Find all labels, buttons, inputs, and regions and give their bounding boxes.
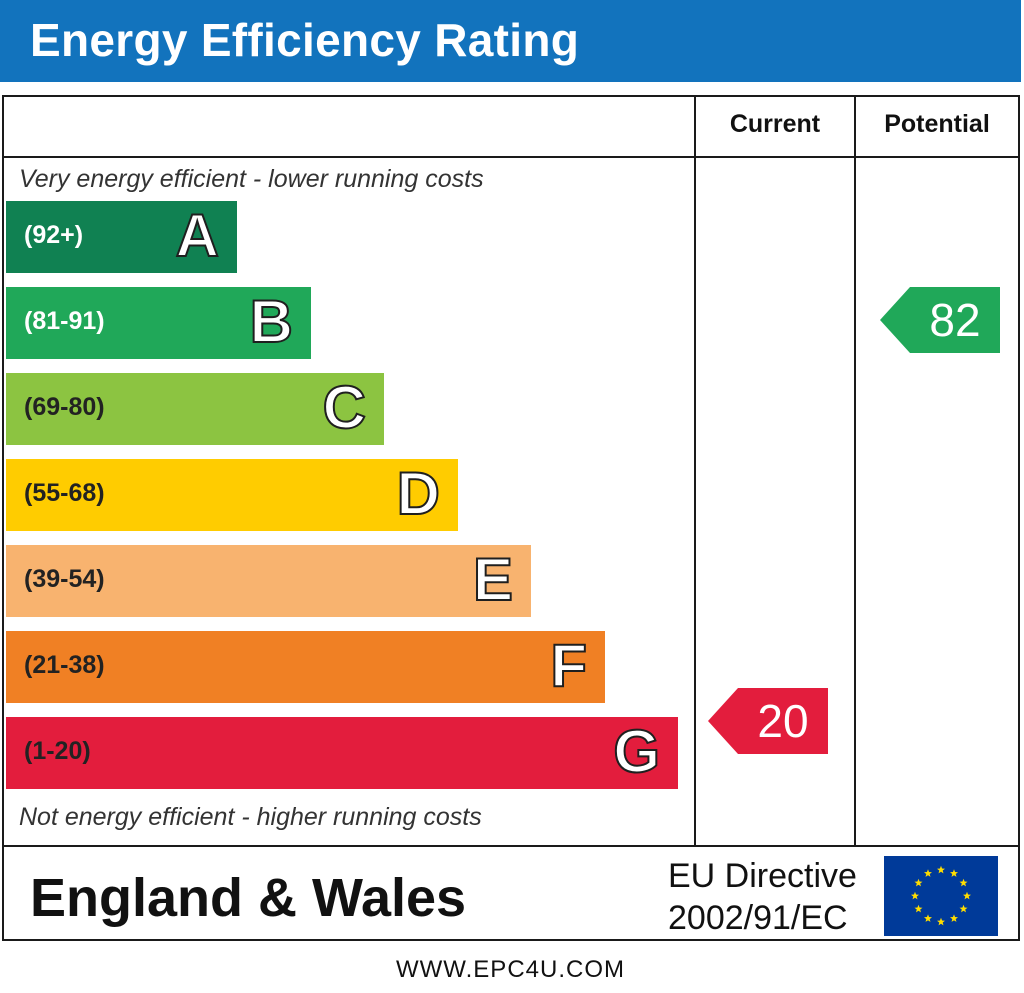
header-bar: Energy Efficiency Rating (0, 0, 1021, 82)
eu-flag-icon (884, 856, 998, 936)
eu-star-icon (963, 891, 971, 900)
current-arrow-shape (708, 688, 828, 754)
eu-star-icon (924, 914, 932, 922)
band-f: (21-38) F (6, 631, 605, 703)
band-b: (81-91) B (6, 287, 311, 359)
eu-star-icon (959, 878, 968, 887)
eu-star-icon (937, 865, 945, 874)
eu-star-icon (950, 914, 958, 922)
band-letter-label: G (612, 718, 661, 786)
eu-star-icon (924, 869, 932, 877)
band-range-label: (92+) (24, 221, 84, 249)
potential-rating-value: 82 (929, 294, 981, 346)
eu-star-icon (914, 878, 923, 887)
eu-directive-line2: 2002/91/EC (668, 899, 848, 937)
band-range-label: (21-38) (24, 651, 105, 679)
band-letter-label: D (396, 460, 441, 528)
eu-star-icon (937, 917, 945, 926)
eu-star-icon (914, 904, 923, 913)
bottom-note: Not energy efficient - higher running co… (19, 803, 482, 831)
eu-directive-line1: EU Directive (668, 857, 857, 895)
band-e: (39-54) E (6, 545, 531, 617)
rating-frame (2, 95, 1020, 941)
current-rating-value: 20 (757, 695, 809, 747)
divider-current (694, 95, 696, 847)
column-header-potential: Potential (884, 110, 990, 138)
band-letter-label: E (472, 546, 514, 614)
band-range-label: (81-91) (24, 307, 105, 335)
band-range-label: (39-54) (24, 565, 105, 593)
website-url: WWW.EPC4U.COM (396, 956, 625, 983)
eu-star-icon (959, 904, 968, 913)
country-label: England & Wales (30, 868, 467, 928)
divider-potential (854, 95, 856, 847)
page-title: Energy Efficiency Rating (30, 14, 580, 66)
footer-divider (2, 845, 1020, 847)
band-a: (92+) A (6, 201, 237, 273)
band-letter-label: F (549, 632, 588, 700)
band-g: (1-20) G (6, 717, 678, 789)
eu-star-icon (950, 869, 958, 877)
header-row-divider (2, 156, 1020, 158)
eu-directive-text: EU Directive 2002/91/EC (668, 855, 857, 939)
band-letter-label: A (175, 202, 220, 270)
column-header-current: Current (729, 110, 821, 138)
band-c: (69-80) C (6, 373, 384, 445)
band-letter-label: C (322, 374, 367, 442)
top-note: Very energy efficient - lower running co… (19, 165, 484, 193)
band-range-label: (1-20) (24, 737, 91, 765)
potential-rating-arrow: 82 (880, 287, 1000, 353)
potential-arrow-shape (880, 287, 1000, 353)
current-rating-arrow: 20 (708, 688, 828, 754)
band-range-label: (69-80) (24, 393, 105, 421)
band-d: (55-68) D (6, 459, 458, 531)
eu-star-icon (911, 891, 919, 900)
band-letter-label: B (249, 288, 294, 356)
band-range-label: (55-68) (24, 479, 105, 507)
